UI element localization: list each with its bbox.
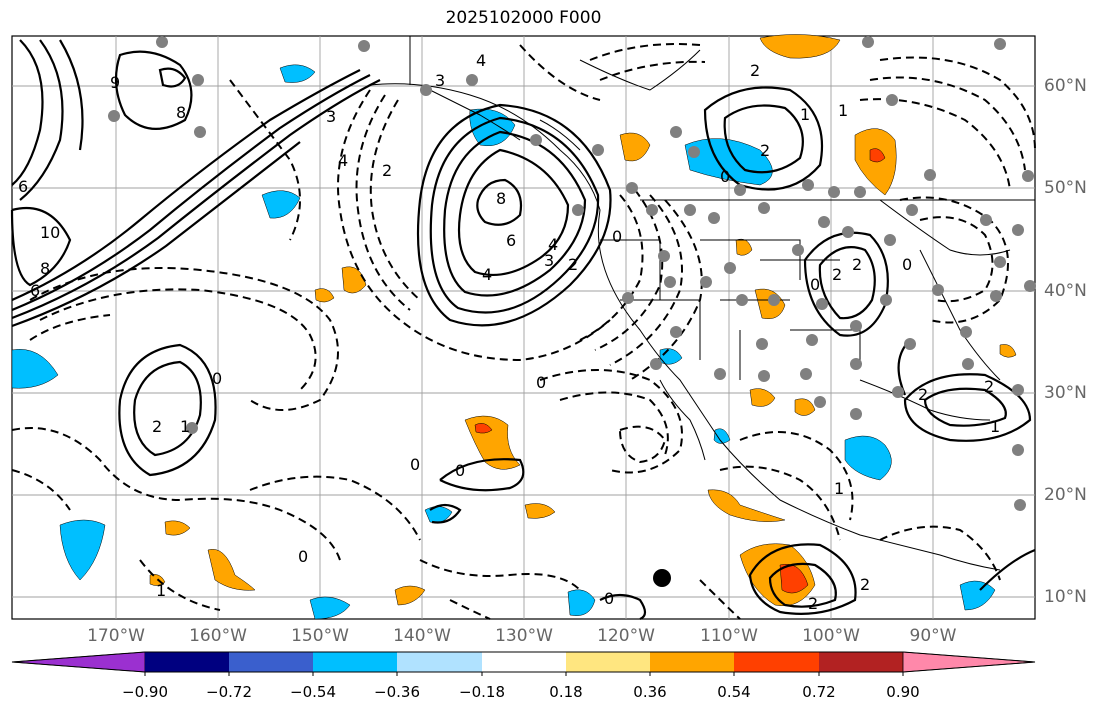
- colorbar-tick: −0.72: [206, 683, 252, 701]
- contour-label: 6: [30, 281, 40, 300]
- contour-label: 4: [476, 51, 486, 70]
- colorbar-tick: −0.54: [290, 683, 336, 701]
- colorbar-cell: [734, 652, 819, 672]
- colorbar-tick: −0.90: [122, 683, 168, 701]
- contour-label: 0: [536, 373, 546, 392]
- colorbar-cell: [145, 652, 229, 672]
- colorbar-cell: [313, 652, 397, 672]
- lat-label: 50°N: [1044, 178, 1087, 198]
- contour-label: 2: [852, 255, 862, 274]
- colorbar-tick: 0.90: [886, 683, 920, 701]
- colorbar-tick: 0.72: [802, 683, 836, 701]
- colorbar-extend-high: [902, 651, 1036, 673]
- contour-label: 8: [496, 189, 506, 208]
- contour-label: 4: [548, 235, 558, 254]
- coastlines: [369, 36, 1035, 571]
- contour-label: 0: [298, 547, 308, 566]
- lon-label: 90°W: [909, 626, 957, 646]
- lat-label: 40°N: [1044, 281, 1087, 301]
- contour-label: 2: [918, 385, 928, 404]
- contour-label: 4: [338, 151, 348, 170]
- contour-label: 0: [455, 461, 465, 480]
- contour-label: 1: [800, 105, 810, 124]
- lon-label: 100°W: [802, 626, 860, 646]
- colorbar-extend-low: [11, 651, 146, 673]
- contour-label: 6: [18, 177, 28, 196]
- contour-label: 2: [832, 265, 842, 284]
- contour-label: 1: [838, 101, 848, 120]
- contour-label: 1: [834, 479, 844, 498]
- colorbar-cell: [229, 652, 313, 672]
- colorbar-cell: [482, 652, 566, 672]
- lon-label: 140°W: [393, 626, 451, 646]
- colorbar-cell: [566, 652, 650, 672]
- map-title: 2025102000 F000: [445, 8, 602, 28]
- contour-label: 2: [860, 575, 870, 594]
- colorbar-cell: [650, 652, 734, 672]
- lon-label: 150°W: [291, 626, 349, 646]
- lon-label: 110°W: [700, 626, 758, 646]
- contour-label: 2: [382, 161, 392, 180]
- lat-label: 60°N: [1044, 76, 1087, 96]
- colorbar-tick: 0.54: [717, 683, 751, 701]
- contour-label: 0: [810, 275, 820, 294]
- contour-label: 3: [435, 71, 445, 90]
- contour-label: 0: [212, 369, 222, 388]
- contour-label: 8: [176, 103, 186, 122]
- solid-contours: [10, 39, 1036, 621]
- lon-label: 130°W: [495, 626, 553, 646]
- colorbar-tick: −0.18: [459, 683, 505, 701]
- contour-label: 3: [544, 251, 554, 270]
- lat-label: 10°N: [1044, 587, 1087, 607]
- contour-label: 1: [990, 417, 1000, 436]
- contour-label: 1: [156, 581, 166, 600]
- colorbar-cell: [397, 652, 482, 672]
- contour-label: 2: [760, 141, 770, 160]
- center-marker: [653, 569, 671, 587]
- contour-label: 2: [152, 417, 162, 436]
- lon-label: 120°W: [597, 626, 655, 646]
- lat-label: 30°N: [1044, 383, 1087, 403]
- contour-label: 10: [40, 223, 60, 242]
- colorbar-tick: 0.18: [549, 683, 583, 701]
- contour-label: 0: [410, 455, 420, 474]
- contour-label: 9: [110, 73, 120, 92]
- contour-label: 6: [506, 231, 516, 250]
- contour-label: 0: [604, 589, 614, 608]
- contour-label: 1: [180, 417, 190, 436]
- contour-label: 0: [720, 167, 730, 186]
- lon-label: 170°W: [87, 626, 145, 646]
- colorbar-tick: 0.36: [633, 683, 667, 701]
- contour-label: 2: [984, 377, 994, 396]
- colorbar: [11, 651, 1036, 676]
- station-dots: [108, 36, 1036, 511]
- positive-shading: [149, 34, 1017, 607]
- contour-label: 8: [40, 259, 50, 278]
- contour-label: 0: [902, 255, 912, 274]
- contour-labels: 4 3 2 9 8 6 10 8 6 4 3 2 6 8 4 4 3 2 0 0…: [18, 51, 1000, 613]
- contour-label: 2: [808, 594, 818, 613]
- contour-label: 0: [612, 227, 622, 246]
- lat-label: 20°N: [1044, 485, 1087, 505]
- colorbar-tick: −0.36: [374, 683, 420, 701]
- colorbar-cell: [819, 652, 903, 672]
- contour-label: 3: [326, 107, 336, 126]
- lon-label: 160°W: [189, 626, 247, 646]
- contour-label: 2: [750, 61, 760, 80]
- contour-label: 4: [482, 265, 492, 284]
- contour-label: 2: [568, 255, 578, 274]
